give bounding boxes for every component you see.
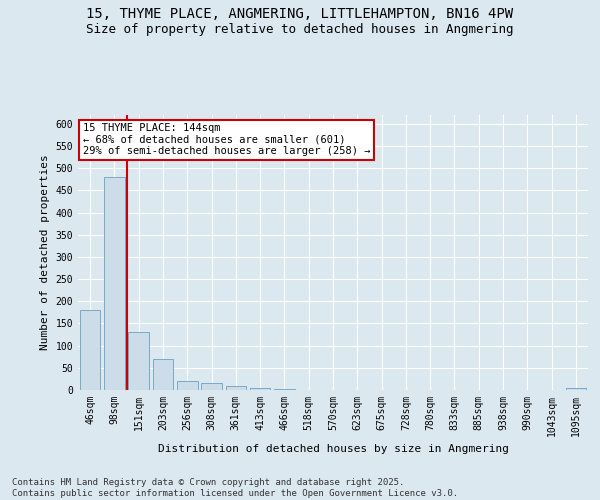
Bar [80, 310, 100, 390]
Text: Contains HM Land Registry data © Crown copyright and database right 2025.
Contai: Contains HM Land Registry data © Crown c… [12, 478, 458, 498]
Bar [152, 359, 173, 390]
Bar [250, 388, 271, 390]
Bar [128, 332, 149, 390]
Bar [104, 177, 125, 390]
Bar [566, 388, 586, 390]
Text: 15 THYME PLACE: 144sqm
← 68% of detached houses are smaller (601)
29% of semi-de: 15 THYME PLACE: 144sqm ← 68% of detached… [83, 123, 371, 156]
Y-axis label: Number of detached properties: Number of detached properties [40, 154, 50, 350]
Text: 15, THYME PLACE, ANGMERING, LITTLEHAMPTON, BN16 4PW: 15, THYME PLACE, ANGMERING, LITTLEHAMPTO… [86, 8, 514, 22]
Bar [177, 381, 197, 390]
Bar [274, 388, 295, 390]
Bar [226, 386, 246, 390]
X-axis label: Distribution of detached houses by size in Angmering: Distribution of detached houses by size … [157, 444, 509, 454]
Text: Size of property relative to detached houses in Angmering: Size of property relative to detached ho… [86, 22, 514, 36]
Bar [201, 384, 222, 390]
